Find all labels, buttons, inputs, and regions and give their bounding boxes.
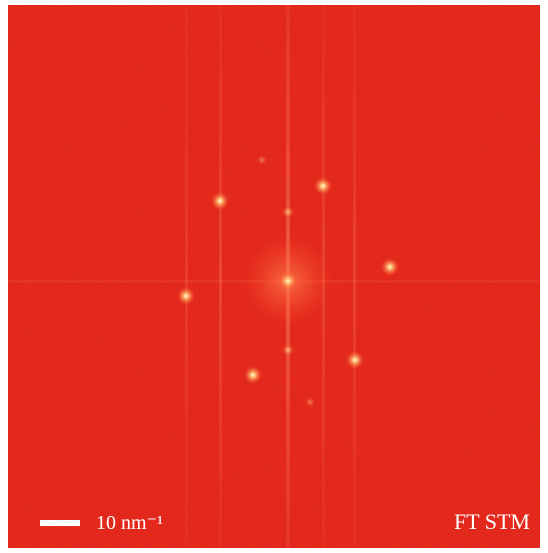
ft-stm-image: 10 nm⁻¹ FT STM: [0, 0, 548, 553]
image-label: FT STM: [454, 509, 530, 534]
scale-bar: [40, 520, 80, 526]
scale-bar-label: 10 nm⁻¹: [96, 512, 163, 534]
